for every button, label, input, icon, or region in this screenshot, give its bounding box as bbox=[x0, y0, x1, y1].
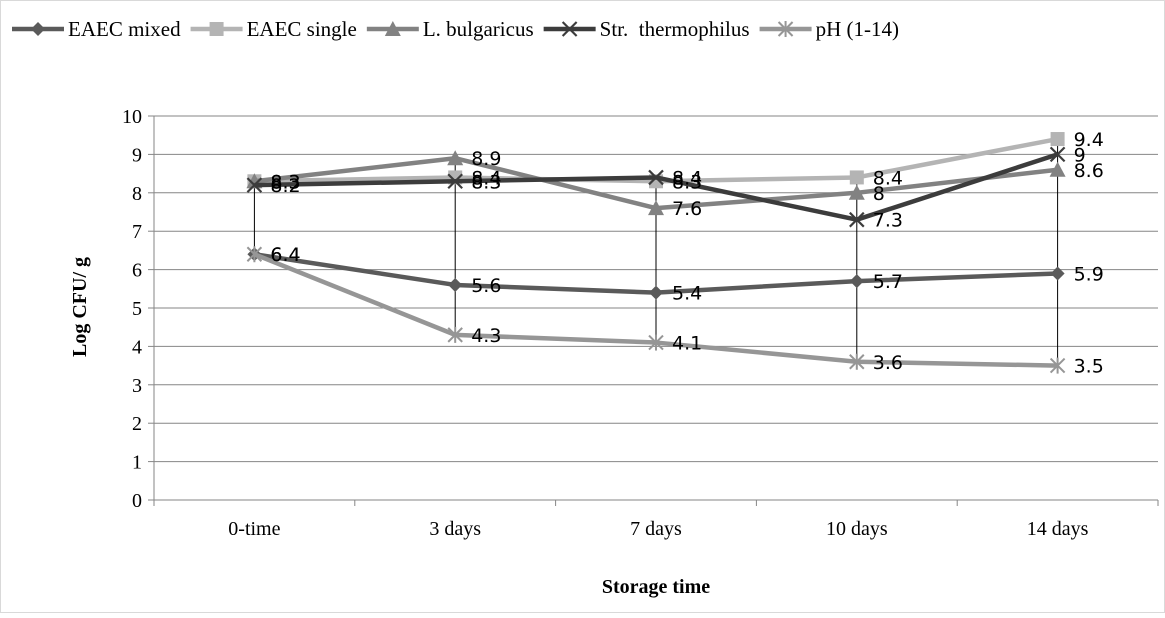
point-str-thermophilus-stroke-b bbox=[246, 177, 263, 193]
data-label-ph-1-14: 3.6 bbox=[873, 352, 903, 374]
data-label-eaec-single: 9.4 bbox=[1074, 129, 1104, 151]
point-str-thermophilus bbox=[849, 211, 865, 228]
x-category-label: 7 days bbox=[630, 518, 682, 540]
point-ph-1-14 bbox=[246, 246, 263, 263]
data-label-eaec-single: 8.4 bbox=[873, 167, 903, 189]
data-label-l-bulgaricus: 8 bbox=[873, 183, 885, 205]
data-label-eaec-single: 8.4 bbox=[471, 167, 501, 189]
y-tick-label: 9 bbox=[132, 144, 142, 166]
point-eaec-mixed bbox=[1050, 266, 1065, 281]
x-category-label: 10 days bbox=[826, 518, 888, 540]
legend: EAEC mixed EAEC single L. bulgaricus Str. t… bbox=[12, 17, 899, 41]
data-labels: 6.45.6 5.45.7 5.98.3 8.4 8.3 8.49.48.38.97.68… bbox=[270, 129, 1103, 378]
x-category-label: 0-time bbox=[228, 518, 280, 540]
data-label-str-thermophilus: 8.2 bbox=[270, 175, 300, 197]
legend-item-ph-1-14: pH (1-14) bbox=[759, 17, 899, 41]
data-label-eaec-mixed: 6.4 bbox=[270, 244, 300, 266]
x-category-label: 3 days bbox=[429, 518, 481, 540]
legend-label: pH (1-14) bbox=[816, 17, 899, 41]
x-axis-title: Storage time bbox=[602, 576, 710, 598]
drop-lines bbox=[253, 139, 1059, 366]
legend-marker-stroke-b bbox=[561, 21, 578, 37]
legend-marker bbox=[384, 21, 401, 36]
x-category-label: 14 days bbox=[1027, 518, 1089, 540]
legend-marker bbox=[209, 22, 224, 36]
legend-marker bbox=[777, 21, 794, 37]
legend-marker bbox=[561, 21, 578, 37]
y-tick-label: 3 bbox=[132, 375, 142, 397]
data-label-eaec-mixed: 5.9 bbox=[1074, 263, 1104, 285]
legend-label: Str. thermophilus bbox=[600, 17, 750, 41]
point-str-thermophilus-stroke-b bbox=[1049, 146, 1066, 163]
point-str-thermophilus-stroke-b bbox=[648, 169, 664, 186]
point-str-thermophilus-stroke-b bbox=[447, 173, 463, 190]
y-tick-label: 1 bbox=[132, 452, 142, 474]
data-label-eaec-single: 8.3 bbox=[672, 171, 702, 193]
series-lines bbox=[246, 132, 1066, 374]
data-label-str-thermophilus: 8.3 bbox=[471, 171, 501, 193]
axes: 0 1 2 3 4 5 6 7 8 9 10 0-time 3 days 7 days 10 days 14 … bbox=[122, 106, 1159, 540]
y-tick-label: 5 bbox=[132, 298, 142, 320]
y-tick-label: 8 bbox=[132, 183, 142, 205]
legend-item-l-bulgaricus: L. bulgaricus bbox=[366, 17, 534, 41]
y-tick-label: 2 bbox=[132, 413, 142, 435]
point-str-thermophilus bbox=[648, 169, 664, 186]
data-label-l-bulgaricus: 8.3 bbox=[270, 171, 300, 193]
point-eaec-mixed bbox=[649, 285, 663, 300]
point-ph-1-14 bbox=[648, 334, 664, 351]
point-ph-1-14 bbox=[447, 326, 463, 343]
point-eaec-single bbox=[1050, 132, 1065, 147]
point-eaec-single bbox=[849, 170, 864, 185]
point-str-thermophilus bbox=[447, 173, 463, 190]
legend-label: L. bulgaricus bbox=[423, 17, 534, 41]
data-label-eaec-mixed: 5.6 bbox=[471, 275, 501, 297]
data-label-l-bulgaricus: 7.6 bbox=[672, 198, 702, 220]
data-label-ph-1-14: 4.3 bbox=[471, 325, 501, 347]
y-tick-label: 7 bbox=[132, 221, 142, 243]
data-label-eaec-single: 8.3 bbox=[270, 171, 300, 193]
y-tick-label: 6 bbox=[132, 260, 142, 282]
point-ph-1-14 bbox=[1049, 357, 1066, 374]
data-label-ph-1-14: 4.1 bbox=[672, 333, 702, 355]
y-tick-label: 4 bbox=[132, 336, 142, 358]
legend-item-eaec-single: EAEC single bbox=[190, 17, 357, 41]
point-l-bulgaricus bbox=[1049, 161, 1066, 177]
point-eaec-mixed bbox=[448, 277, 463, 292]
point-str-thermophilus bbox=[246, 177, 263, 193]
data-label-eaec-mixed: 5.7 bbox=[873, 271, 903, 293]
legend-label: EAEC single bbox=[247, 17, 357, 41]
legend-item-eaec-mixed: EAEC mixed bbox=[12, 17, 181, 41]
point-str-thermophilus-stroke-b bbox=[849, 211, 865, 228]
point-ph-1-14 bbox=[849, 353, 865, 370]
y-axis-title: Log CFU/ g bbox=[69, 257, 91, 357]
data-label-str-thermophilus: 8.4 bbox=[672, 167, 702, 189]
legend-label: EAEC mixed bbox=[68, 17, 181, 41]
point-str-thermophilus bbox=[1049, 146, 1066, 163]
data-label-l-bulgaricus: 8.6 bbox=[1074, 160, 1104, 182]
data-label-str-thermophilus: 7.3 bbox=[873, 210, 903, 232]
point-eaec-mixed bbox=[849, 274, 864, 289]
data-label-ph-1-14: 3.5 bbox=[1074, 356, 1104, 378]
point-l-bulgaricus bbox=[648, 200, 664, 216]
point-l-bulgaricus bbox=[447, 150, 464, 166]
data-label-ph-1-14: 6.4 bbox=[270, 244, 300, 266]
data-label-l-bulgaricus: 8.9 bbox=[471, 148, 501, 170]
y-tick-label: 0 bbox=[132, 490, 142, 512]
y-tick-label: 10 bbox=[122, 106, 142, 128]
data-label-str-thermophilus: 9 bbox=[1074, 144, 1086, 166]
data-label-eaec-mixed: 5.4 bbox=[672, 283, 702, 305]
point-l-bulgaricus bbox=[848, 184, 865, 200]
legend-item-str-thermophilus: Str. thermophilus bbox=[543, 17, 750, 41]
legend-marker bbox=[31, 22, 45, 36]
